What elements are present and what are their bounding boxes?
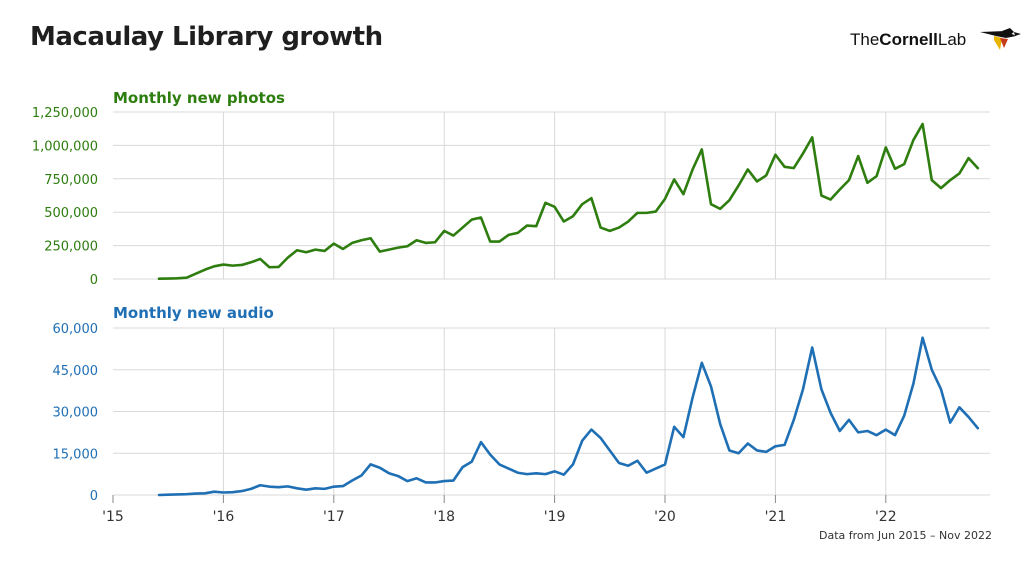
audio-y-tick-label: 60,000	[53, 322, 99, 337]
photos-y-tick-label: 1,250,000	[32, 106, 98, 121]
photos-y-tick-label: 500,000	[44, 206, 98, 221]
photos-y-tick-label: 250,000	[44, 240, 98, 255]
page-title: Macaulay Library growth	[30, 22, 383, 52]
x-tick-label: '21	[765, 509, 787, 525]
x-tick-label: '17	[323, 509, 345, 525]
photos-panel: Monthly new photos 0 250,000 500,000 750,000…	[32, 89, 990, 288]
audio-y-tick-label: 45,000	[53, 364, 99, 379]
logo-text-the: The	[850, 30, 880, 49]
audio-panel-title: Monthly new audio	[113, 304, 274, 322]
photos-y-tick-label: 750,000	[44, 173, 98, 188]
x-tick-label: '18	[433, 509, 455, 525]
bird-icon	[980, 28, 1021, 50]
x-tick-label: '20	[654, 509, 676, 525]
photos-y-tick-label: 0	[90, 273, 98, 288]
vertical-gridlines	[222, 112, 887, 495]
audio-series-line	[157, 336, 980, 497]
logo-text-cornell: Cornell	[879, 30, 938, 49]
cornell-lab-logo: TheCornellLab	[850, 28, 1021, 58]
x-tick-label: '19	[544, 509, 566, 525]
audio-panel: Monthly new audio 0 15,000 30,000 45,000 60,0…	[53, 304, 990, 504]
x-tick-label: '16	[213, 509, 235, 525]
x-tick-label: '15	[102, 509, 124, 525]
logo-text-lab: Lab	[937, 30, 967, 49]
x-axis: '15 '16 '17 '18 '19 '20 '21 '22	[102, 495, 897, 525]
photos-panel-title: Monthly new photos	[113, 89, 285, 107]
audio-y-tick-label: 30,000	[53, 406, 99, 421]
audio-y-tick-label: 0	[90, 489, 98, 504]
photos-series-line	[157, 122, 980, 281]
photos-y-tick-label: 1,000,000	[32, 139, 98, 154]
audio-y-tick-label: 15,000	[53, 447, 99, 462]
footnote: Data from Jun 2015 – Nov 2022	[819, 529, 992, 542]
x-tick-label: '22	[875, 509, 897, 525]
